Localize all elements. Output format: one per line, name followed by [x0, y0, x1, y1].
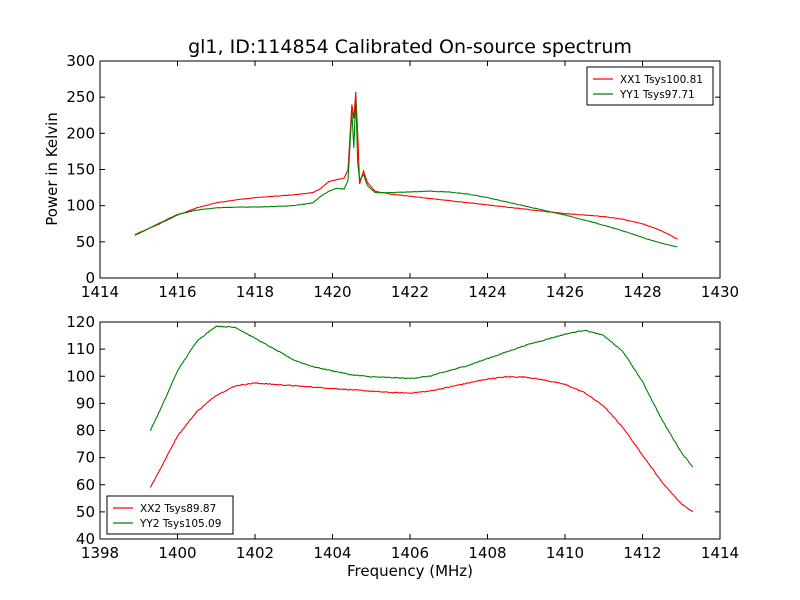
y-tick-label-1-2: 100: [66, 197, 95, 215]
y-tick-label-1-6: 300: [66, 52, 95, 70]
x-tick-label-2-5: 1408: [468, 544, 506, 562]
x-tick-label-1-4: 1422: [391, 283, 429, 301]
x-tick-label-1-2: 1418: [236, 283, 274, 301]
legend-box-2: [106, 495, 234, 535]
x-axis-label: Frequency (MHz): [347, 562, 473, 580]
x-tick-label-2-6: 1410: [546, 544, 584, 562]
x-tick-label-2-7: 1412: [623, 544, 661, 562]
x-tick-label-1-3: 1420: [313, 283, 351, 301]
legend-1: XX1 Tsys100.81 YY1 Tsys97.71: [586, 66, 714, 106]
legend-label-2-1: XX2 Tsys89.87: [140, 503, 216, 515]
legend-label-1-2: YY1 Tsys97.71: [619, 89, 695, 101]
y-tick-label-2-0: 40: [76, 530, 95, 548]
x-tick-label-2-2: 1402: [236, 544, 274, 562]
series-line-1-2: [134, 97, 678, 248]
y-tick-label-2-4: 80: [76, 422, 95, 440]
legend-label-2-2: YY2 Tsys105.09: [139, 518, 221, 530]
y-tick-label-2-7: 110: [66, 340, 95, 358]
x-tick-label-1-1: 1416: [158, 283, 196, 301]
y-tick-label-1-4: 200: [66, 124, 95, 142]
y-tick-label-2-6: 100: [66, 367, 95, 385]
x-tick-label-1-0: 1414: [81, 283, 119, 301]
legend-label-1-1: XX1 Tsys100.81: [620, 74, 703, 86]
x-tick-label-2-0: 1398: [81, 544, 119, 562]
legend-2: XX2 Tsys89.87 YY2 Tsys105.09: [106, 495, 234, 535]
chart-title: gl1, ID:114854 Calibrated On-source spec…: [188, 36, 632, 58]
series-line-1-1: [134, 91, 678, 240]
x-tick-label-2-3: 1404: [313, 544, 351, 562]
y-tick-label-1-0: 0: [85, 269, 95, 287]
y-tick-label-1-1: 50: [76, 233, 95, 251]
x-tick-label-1-8: 1430: [701, 283, 739, 301]
y-tick-label-1-5: 250: [66, 88, 95, 106]
x-tick-label-1-7: 1428: [623, 283, 661, 301]
y-tick-label-1-3: 150: [66, 161, 95, 179]
series-line-2-1: [149, 375, 694, 513]
y-tick-label-2-8: 120: [66, 313, 95, 331]
y-tick-label-2-5: 90: [76, 394, 95, 412]
y-tick-label-2-1: 50: [76, 503, 95, 521]
y-tick-label-2-3: 70: [76, 449, 95, 467]
chart-panel-2: 1398 1400 1402 1404 1406 1408 1410 1412 1414 40 50…: [66, 313, 739, 562]
x-tick-label-2-4: 1406: [391, 544, 429, 562]
x-tick-label-2-8: 1414: [701, 544, 739, 562]
series-line-2-2: [149, 325, 694, 468]
y-axis-label: Power in Kelvin: [43, 112, 61, 226]
x-tick-label-2-1: 1400: [158, 544, 196, 562]
x-tick-label-1-5: 1424: [468, 283, 506, 301]
chart-panel-1: 1414 1416 1418 1420 1422 1424 1426 1428 1430 0 50 1…: [66, 52, 739, 301]
legend-box-1: [586, 66, 714, 106]
x-tick-label-1-6: 1426: [546, 283, 584, 301]
y-tick-label-2-2: 60: [76, 476, 95, 494]
plots-layer: 1414 1416 1418 1420 1422 1424 1426 1428 14300501…: [66, 52, 739, 562]
